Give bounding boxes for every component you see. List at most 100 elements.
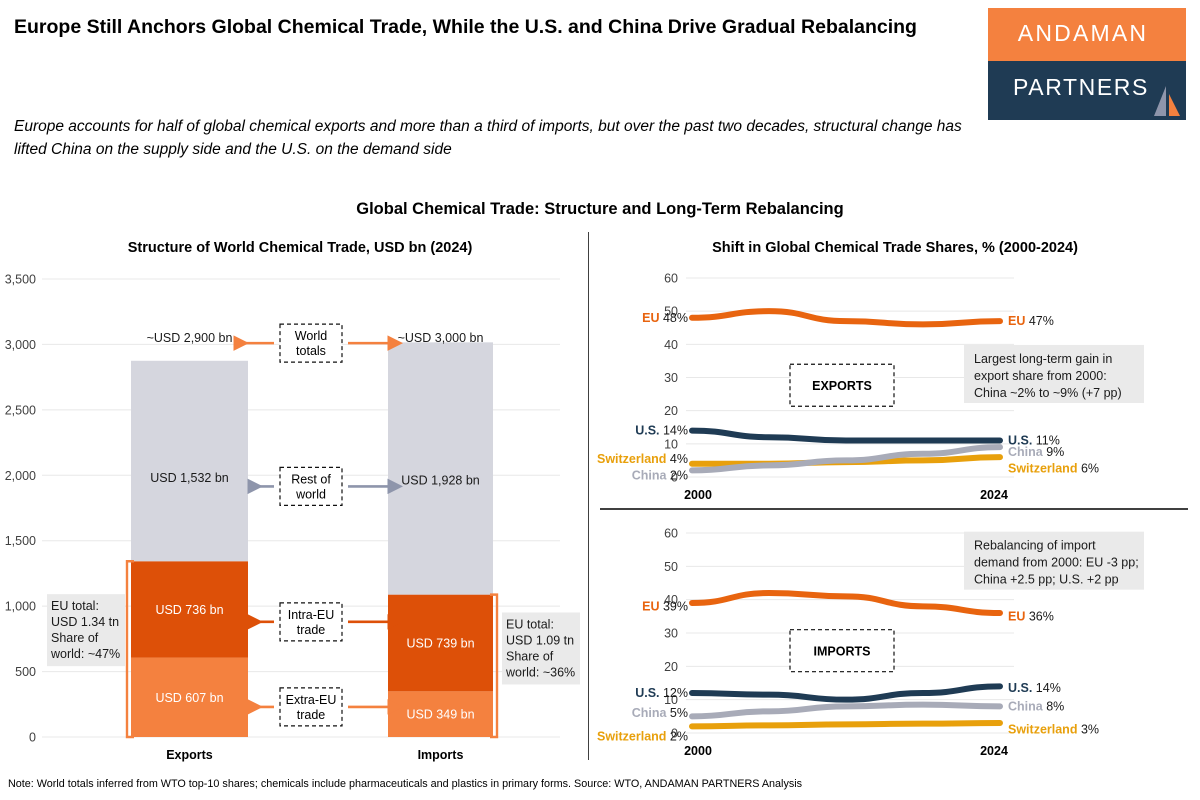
svg-text:IMPORTS: IMPORTS [814, 645, 871, 659]
logo-text-andaman: ANDAMAN [1017, 20, 1149, 46]
svg-text:EXPORTS: EXPORTS [812, 379, 872, 393]
svg-text:20: 20 [664, 404, 678, 418]
svg-text:EU total:: EU total: [506, 617, 554, 631]
series-label: Switzerland 2% [597, 729, 688, 743]
svg-text:Rest of: Rest of [291, 472, 331, 486]
imports-line-chart: 60 50 40 30 20 10 0 2000 2024 EU 39% U.S. 12% China… [597, 527, 1144, 758]
svg-text:10: 10 [664, 437, 678, 451]
svg-text:0: 0 [29, 731, 36, 745]
right-panel-hrule [600, 508, 1188, 510]
svg-text:2000: 2000 [684, 488, 712, 502]
series-label: Switzerland 4% [597, 452, 688, 466]
bar-segment [388, 691, 493, 737]
series-line [689, 444, 1003, 474]
svg-text:USD 1.09 tn: USD 1.09 tn [506, 633, 574, 647]
callout-box [502, 612, 580, 685]
svg-text:0: 0 [671, 471, 678, 485]
series-label: Switzerland 6% [1008, 462, 1099, 476]
svg-text:2024: 2024 [980, 488, 1008, 502]
svg-text:world: ~47%: world: ~47% [50, 647, 120, 661]
footnote: Note: World totals inferred from WTO top… [8, 778, 803, 790]
section-badge-box [789, 629, 895, 673]
section-badge-box [789, 363, 895, 407]
svg-text:USD 1,928 bn: USD 1,928 bn [401, 473, 480, 487]
series-label: Switzerland 3% [1008, 723, 1099, 737]
series-label: EU 48% [642, 311, 688, 325]
svg-text:50: 50 [664, 560, 678, 574]
bar-segment [388, 594, 493, 692]
callout-box [964, 531, 1144, 590]
svg-text:40: 40 [664, 593, 678, 607]
svg-text:EU total:: EU total: [51, 599, 99, 613]
svg-text:2000: 2000 [684, 744, 712, 758]
svg-text:trade: trade [297, 623, 326, 637]
eu-total-bracket [490, 593, 499, 739]
svg-text:China ~2% to ~9% (+7 pp): China ~2% to ~9% (+7 pp) [974, 386, 1122, 400]
stacked-bar-chart: 3,500 3,000 2,500 2,000 1,500 1,000 500 0 USD 60… [5, 273, 580, 762]
bar-segment [131, 657, 248, 737]
svg-text:1,000: 1,000 [5, 600, 36, 614]
bar-segment [388, 342, 493, 595]
series-label: U.S. 11% [1008, 434, 1060, 448]
svg-text:USD 349 bn: USD 349 bn [406, 708, 474, 722]
svg-text:60: 60 [664, 527, 678, 541]
svg-text:40: 40 [664, 338, 678, 352]
exports-line-chart: 60 50 40 30 20 10 0 2000 2024 EU 48% U.S. 14% Switz… [597, 272, 1144, 502]
series-line [689, 720, 1003, 730]
svg-text:2,000: 2,000 [5, 469, 36, 483]
svg-text:China +2.5 pp; U.S. +2 pp: China +2.5 pp; U.S. +2 pp [974, 573, 1119, 587]
svg-text:trade: trade [297, 708, 326, 722]
svg-text:2024: 2024 [980, 744, 1008, 758]
series-label: EU 36% [1008, 609, 1054, 623]
svg-text:10: 10 [664, 693, 678, 707]
logo-text-partners: PARTNERS [1013, 74, 1149, 100]
svg-text:Share of: Share of [506, 649, 554, 663]
svg-text:500: 500 [15, 665, 36, 679]
logo-top-band [988, 8, 1186, 61]
svg-text:world: world [295, 487, 326, 501]
svg-text:30: 30 [664, 371, 678, 385]
bar-segment [131, 360, 248, 562]
svg-text:totals: totals [296, 344, 326, 358]
svg-text:~USD 3,000 bn: ~USD 3,000 bn [398, 331, 484, 345]
svg-text:Rebalancing of import: Rebalancing of import [974, 539, 1096, 553]
svg-text:Share of: Share of [51, 631, 99, 645]
svg-text:Extra-EU: Extra-EU [286, 693, 337, 707]
left-panel-title: Structure of World Chemical Trade, USD b… [127, 240, 473, 256]
page-title: Europe Still Anchors Global Chemical Tra… [14, 16, 917, 38]
svg-text:3,000: 3,000 [5, 338, 36, 352]
svg-text:Intra-EU: Intra-EU [288, 608, 335, 622]
series-line [689, 589, 1003, 616]
callout-box [47, 594, 125, 667]
connector-label-box [279, 602, 343, 642]
svg-text:~USD 2,900 bn: ~USD 2,900 bn [147, 331, 233, 345]
series-label: China 8% [1008, 699, 1064, 713]
andaman-partners-logo: ANDAMAN PARTNERS [988, 8, 1186, 120]
svg-text:world: ~36%: world: ~36% [505, 665, 575, 679]
series-line [689, 308, 1003, 328]
svg-text:0: 0 [671, 727, 678, 741]
svg-text:50: 50 [664, 305, 678, 319]
sail-icon [1154, 86, 1180, 116]
svg-text:USD 739 bn: USD 739 bn [406, 636, 474, 650]
svg-text:60: 60 [664, 272, 678, 286]
series-label: China 9% [1008, 445, 1064, 459]
series-line [689, 427, 1003, 444]
eu-total-bracket [125, 560, 134, 739]
callout-box [964, 344, 1144, 403]
series-line [689, 683, 1003, 703]
svg-text:Exports: Exports [166, 748, 213, 762]
svg-text:Largest long-term gain in: Largest long-term gain in [974, 352, 1112, 366]
connector-label-box [279, 323, 343, 363]
series-label: EU 39% [642, 599, 688, 613]
series-label: U.S. 12% [635, 686, 688, 700]
chart-main-title: Global Chemical Trade: Structure and Lon… [356, 200, 844, 218]
page-subtitle: Europe accounts for half of global chemi… [14, 118, 962, 159]
svg-text:USD 736 bn: USD 736 bn [155, 603, 223, 617]
logo-bottom-band [988, 61, 1186, 120]
svg-text:demand from 2000: EU -3 pp;: demand from 2000: EU -3 pp; [974, 556, 1139, 570]
svg-text:USD 607 bn: USD 607 bn [155, 691, 223, 705]
series-label: EU 47% [1008, 314, 1054, 328]
bar-segment [131, 561, 248, 658]
